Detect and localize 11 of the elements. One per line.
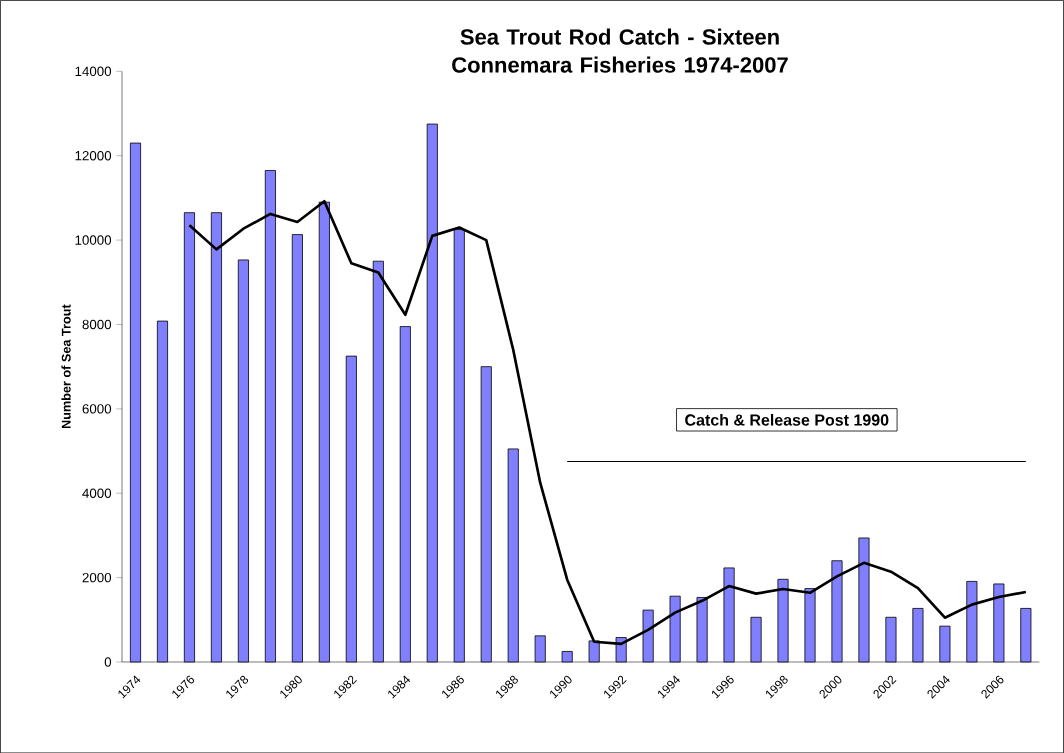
y-tick-label: 0	[104, 657, 112, 667]
y-tick-label: 12000	[75, 150, 112, 161]
y-tick-label: 4000	[82, 488, 112, 498]
y-tick-label: 6000	[82, 403, 112, 414]
chart-title: Sea Trout Rod Catch - Sixteen Connemara Fisheries 1974-2007	[452, 28, 788, 73]
y-tick-label: 2000	[82, 572, 112, 583]
y-tick-label: 14000	[75, 66, 112, 76]
annotation: Catch & Release Post 1990	[685, 413, 889, 426]
y-tick-label: 10000	[75, 235, 112, 245]
y-tick-label: 8000	[82, 319, 112, 330]
y-axis-title: Number of Sea Trout	[61, 304, 71, 428]
